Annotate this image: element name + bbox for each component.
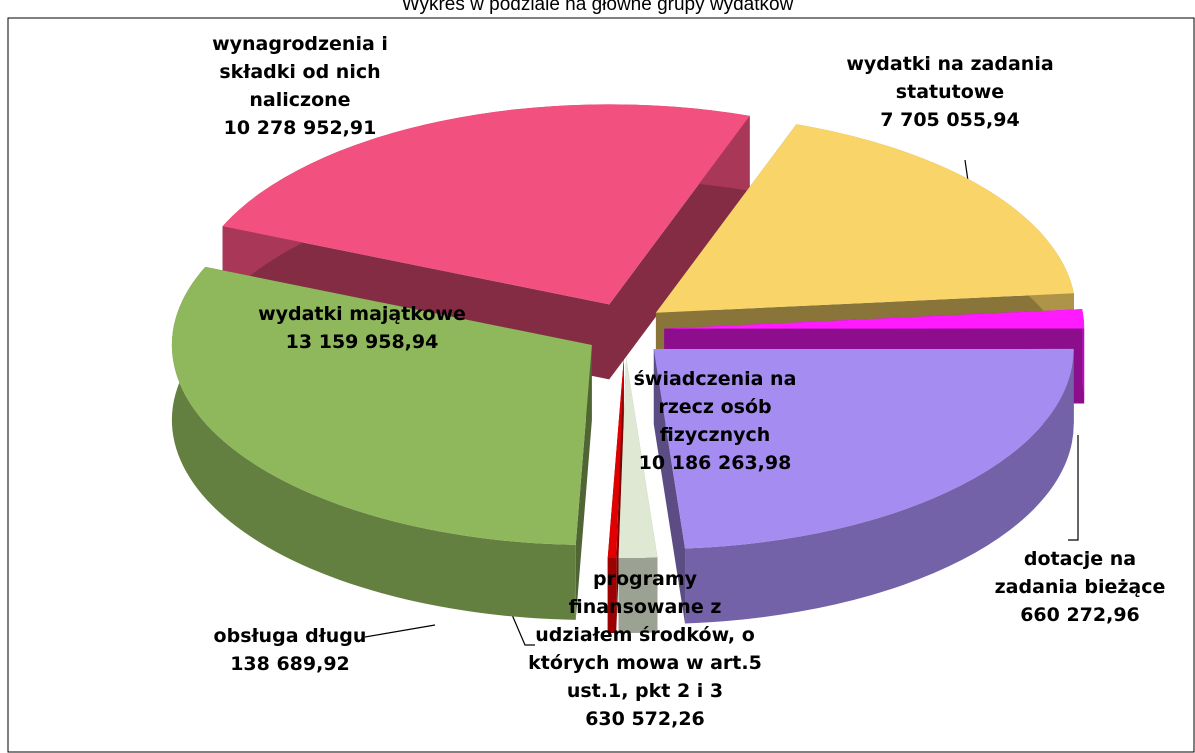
slice-side [1082, 309, 1085, 404]
slice-side [685, 348, 1074, 624]
data-label: wydatki na zadania statutowe 7 705 055,94 [830, 50, 1070, 134]
chart-title: Wykres w podziale na główne grupy wydatk… [401, 0, 794, 15]
value-label: 13 159 958,94 [285, 331, 439, 353]
category-label: wydatki na zadania statutowe [846, 53, 1054, 103]
slice [653, 348, 1074, 549]
slice [607, 357, 624, 558]
value-label: 660 272,96 [1020, 604, 1140, 626]
value-label: 10 278 952,91 [223, 117, 377, 139]
value-label: 7 705 055,94 [880, 109, 1020, 131]
data-label: programy finansowane z udziałem środków,… [525, 565, 765, 733]
slice-side [618, 557, 658, 633]
data-label: dotacje na zadania bieżące 660 272,96 [980, 545, 1180, 629]
data-label: obsługa długu 138 689,92 [190, 622, 390, 678]
category-label: wynagrodzenia i składki od nich naliczon… [212, 33, 388, 111]
slice [655, 124, 1074, 313]
category-label: wydatki majątkowe [258, 303, 466, 325]
leader-line [1068, 435, 1079, 541]
value-label: 138 689,92 [230, 653, 350, 675]
slice [618, 357, 658, 558]
data-label: świadczenia na rzecz osób fizycznych 10 1… [630, 365, 800, 477]
slice [171, 266, 592, 545]
slice-side [607, 557, 617, 633]
slice [222, 104, 750, 305]
category-label: świadczenia na rzecz osób fizycznych [633, 368, 797, 446]
data-label: wynagrodzenia i składki od nich naliczon… [200, 30, 400, 142]
category-label: dotacje na zadania bieżące [994, 548, 1166, 598]
value-label: 10 186 263,98 [638, 452, 792, 474]
slice [664, 309, 1085, 329]
category-label: programy finansowane z udziałem środków,… [528, 568, 762, 702]
leader-line [364, 624, 436, 638]
category-label: obsługa długu [213, 625, 367, 647]
slice-side [171, 266, 576, 620]
data-label: wydatki majątkowe 13 159 958,94 [232, 300, 492, 356]
value-label: 630 572,26 [585, 708, 705, 730]
